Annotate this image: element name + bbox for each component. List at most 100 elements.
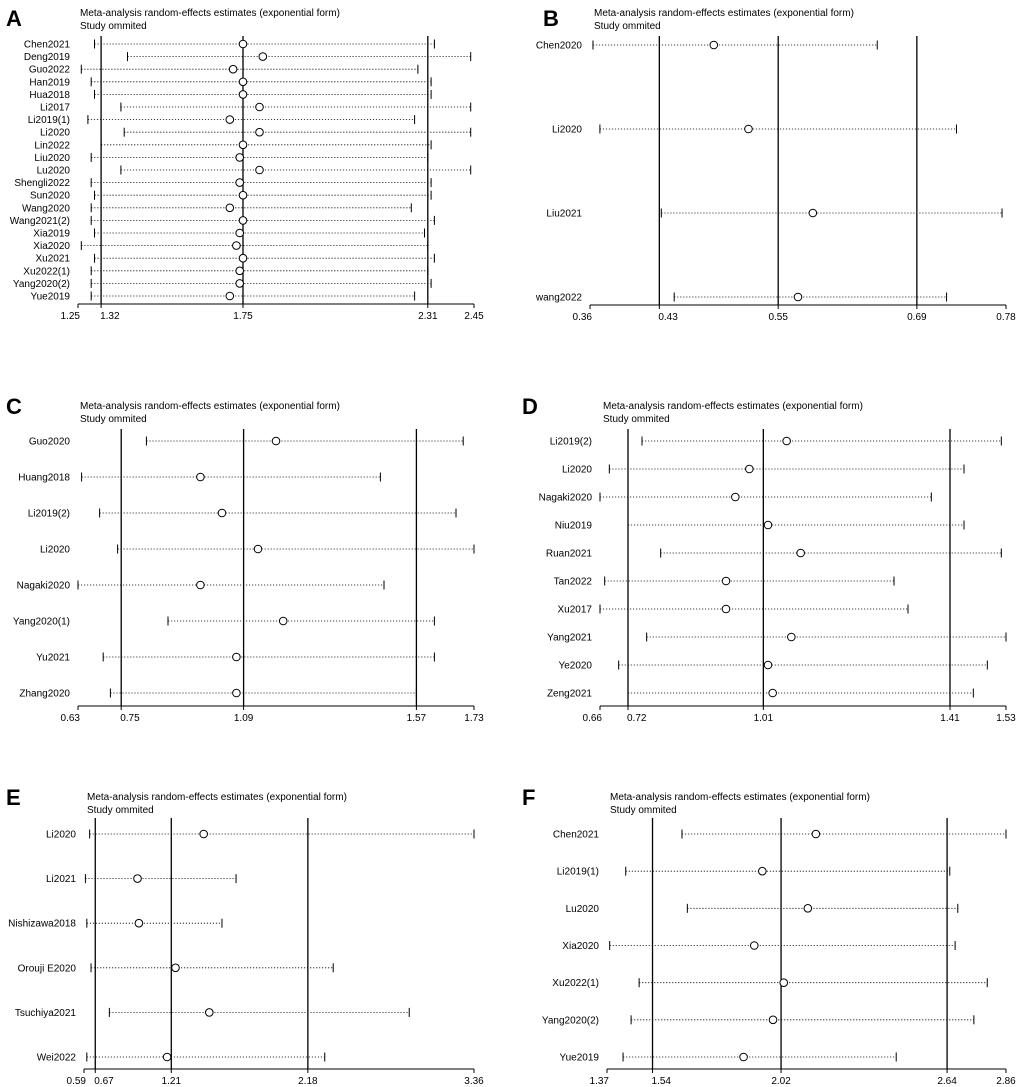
study-row: Xu2021 xyxy=(36,253,435,265)
study-label: Li2019(1) xyxy=(28,115,70,126)
study-label: Li2021 xyxy=(46,874,76,885)
panel-subtitle: Study ommited xyxy=(80,21,147,32)
point-estimate xyxy=(196,472,205,482)
study-row: Li2020 xyxy=(46,829,475,841)
point-estimate xyxy=(238,140,248,150)
panel-letter: D xyxy=(522,394,538,419)
point-estimate xyxy=(749,941,759,950)
point-estimate xyxy=(235,228,244,238)
study-label: Ye2020 xyxy=(558,661,592,672)
x-tick-label: 1.41 xyxy=(940,713,960,724)
study-label: Wang2020 xyxy=(22,203,70,214)
panel-f: F Meta-analysis random-effects estimates … xyxy=(522,785,1016,1087)
point-estimate xyxy=(217,508,227,518)
study-label: Orouji E2020 xyxy=(18,963,77,974)
study-label: Wei2022 xyxy=(37,1053,77,1064)
x-tick-label: 0.63 xyxy=(61,713,81,724)
study-label: Liu2021 xyxy=(546,209,582,220)
point-estimate xyxy=(721,576,731,586)
point-estimate xyxy=(171,963,180,973)
study-label: Lu2020 xyxy=(566,904,600,915)
study-label: Chen2021 xyxy=(24,40,71,51)
study-label: Niu2019 xyxy=(555,521,593,532)
study-row: Yang2020(2) xyxy=(13,278,432,290)
study-row: Li2019(2) xyxy=(28,508,457,520)
study-row: Yang2020(2) xyxy=(542,1015,975,1026)
x-tick-label: 1.01 xyxy=(754,713,774,724)
point-estimate xyxy=(763,660,773,670)
x-tick-label: 0.55 xyxy=(768,312,788,323)
point-estimate xyxy=(811,829,821,839)
panel-letter: A xyxy=(6,6,22,31)
point-estimate xyxy=(779,978,789,987)
point-estimate xyxy=(238,90,248,99)
study-row: Deng2019 xyxy=(24,52,472,63)
x-tick-label: 0.36 xyxy=(573,312,593,323)
point-estimate xyxy=(253,544,263,554)
point-estimate xyxy=(235,153,244,162)
x-tick-label: 2.18 xyxy=(298,1076,318,1087)
study-row: Zhang2020 xyxy=(19,688,417,700)
study-row: Guo2020 xyxy=(29,436,464,448)
study-label: Tan2022 xyxy=(554,577,593,588)
x-tick-label: 0.66 xyxy=(583,713,603,724)
panel-a: A Meta-analysis random-effects estimates … xyxy=(6,6,484,322)
point-estimate xyxy=(238,39,248,49)
study-label: Li2019(2) xyxy=(550,437,592,448)
study-row: Wei2022 xyxy=(37,1052,326,1064)
panel-d: D Meta-analysis random-effects estimates … xyxy=(522,394,1016,724)
study-row: Lu2020 xyxy=(566,903,959,915)
point-estimate xyxy=(238,253,248,263)
point-estimate xyxy=(787,632,796,642)
study-row: Xu2017 xyxy=(558,604,909,616)
point-estimate xyxy=(134,918,144,928)
study-row: Yu2021 xyxy=(36,652,435,664)
study-row: Liu2021 xyxy=(546,208,1003,220)
x-tick-label: 1.21 xyxy=(162,1076,182,1087)
study-row: Yue2019 xyxy=(31,291,416,303)
study-row: Nishizawa2018 xyxy=(8,918,223,930)
x-tick-label: 1.54 xyxy=(652,1076,672,1087)
study-row: Zeng2021 xyxy=(547,688,974,700)
point-estimate xyxy=(205,1008,214,1017)
study-row: wang2022 xyxy=(535,292,948,304)
point-estimate xyxy=(255,165,264,175)
x-tick-label: 1.57 xyxy=(407,713,427,724)
study-label: Nagaki2020 xyxy=(539,493,593,504)
point-estimate xyxy=(232,241,241,250)
point-estimate xyxy=(232,652,241,662)
panel-subtitle: Study ommited xyxy=(603,414,670,425)
study-label: Nishizawa2018 xyxy=(8,919,76,930)
panel-letter: B xyxy=(543,6,559,31)
point-estimate xyxy=(782,436,791,446)
study-label: Xia2020 xyxy=(33,241,70,252)
study-label: Ruan2021 xyxy=(546,549,593,560)
point-estimate xyxy=(758,866,767,876)
x-tick-label: 1.32 xyxy=(100,311,120,322)
x-tick-label: 0.69 xyxy=(907,312,927,323)
study-label: Li2017 xyxy=(40,103,70,114)
point-estimate xyxy=(793,292,803,302)
study-row: Guo2022 xyxy=(29,64,419,76)
study-label: Li2019(1) xyxy=(557,867,599,878)
study-row: Yang2020(1) xyxy=(13,616,435,628)
panel-b: B Meta-analysis random-effects estimates … xyxy=(535,6,1016,323)
study-row: Hua2018 xyxy=(29,89,432,101)
study-label: Lin2022 xyxy=(34,140,70,151)
study-row: Nagaki2020 xyxy=(539,492,932,504)
study-label: Liu2020 xyxy=(34,153,70,164)
study-label: Li2020 xyxy=(552,125,582,136)
study-label: Huang2018 xyxy=(18,473,70,484)
study-row: Huang2018 xyxy=(18,472,381,484)
study-label: Wang2021(2) xyxy=(10,216,70,227)
study-label: Xu2022(1) xyxy=(552,978,599,989)
x-tick-label: 0.72 xyxy=(627,713,647,724)
study-row: Wang2021(2) xyxy=(10,215,435,227)
point-estimate xyxy=(808,208,818,218)
point-estimate xyxy=(238,216,248,225)
study-label: Xu2017 xyxy=(558,605,593,616)
point-estimate xyxy=(763,520,773,530)
study-row: Liu2020 xyxy=(34,152,429,164)
study-row: Tan2022 xyxy=(554,576,895,588)
study-label: Zeng2021 xyxy=(547,689,592,700)
